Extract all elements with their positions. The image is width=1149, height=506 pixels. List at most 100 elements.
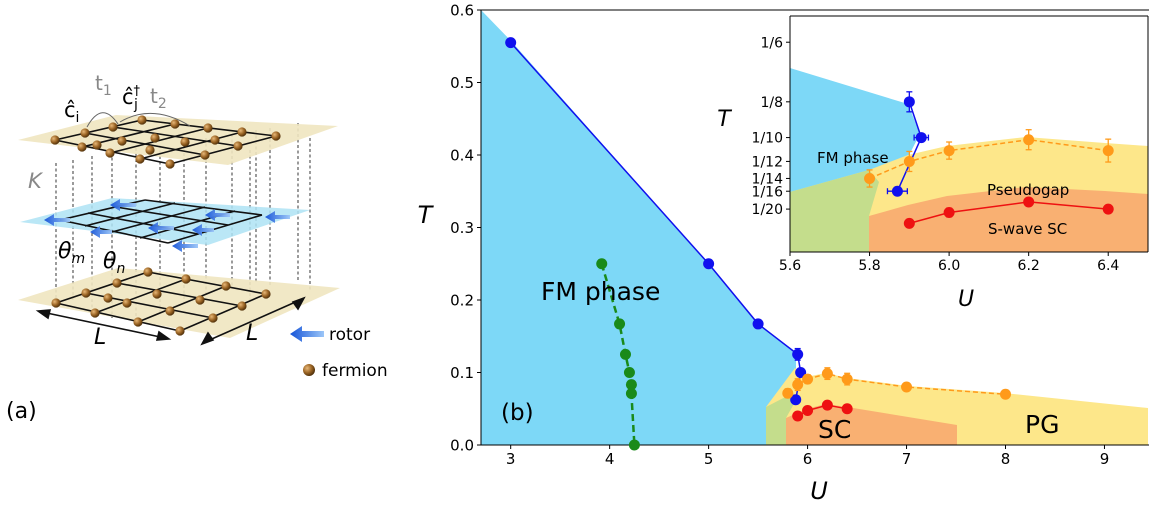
fermion-legend-label: fermion xyxy=(322,361,388,381)
main-y-axis-label: T xyxy=(418,201,435,229)
main-series-pseudogap-point xyxy=(901,381,913,393)
rotor-legend-icon xyxy=(290,326,324,342)
bottom-plane xyxy=(18,267,340,338)
main-fm-label: FM phase xyxy=(541,277,660,306)
inset-series-fm-point xyxy=(891,185,903,197)
main-series-pseudogap-point xyxy=(821,368,833,380)
L-label-left: L xyxy=(94,325,106,350)
sc-region xyxy=(786,404,957,445)
inset-y-tick-label: 1/8 xyxy=(760,95,783,111)
inset-x-tick-label: 5.8 xyxy=(858,258,880,274)
main-series-pseudogap-point xyxy=(782,387,794,399)
main-series-pseudogap-point xyxy=(792,379,804,391)
rotor-arrows xyxy=(44,199,290,252)
main-x-tick-label: 6 xyxy=(803,450,813,468)
inset-series-pseudogap-point xyxy=(943,145,955,157)
main-y-tick-label: 0.1 xyxy=(450,364,474,382)
rotor-plane xyxy=(20,198,310,252)
inset-y-tick-label: 1/14 xyxy=(752,171,784,187)
main-series-sc-point xyxy=(802,404,814,416)
main-y-tick-label: 0.3 xyxy=(450,219,474,237)
inset-overlap-region xyxy=(790,170,879,252)
main-series-green-point xyxy=(628,439,640,451)
main-y-tick-label: 0.6 xyxy=(450,1,474,19)
top-fermions xyxy=(50,115,281,169)
main-series-sc-point xyxy=(821,399,833,411)
main-x-tick-label: 5 xyxy=(704,450,714,468)
inset-pseudogap-label: Pseudogap xyxy=(987,181,1069,199)
inset-points xyxy=(864,91,1114,229)
inset-series-pseudogap-point xyxy=(1023,134,1035,146)
main-series-pseudogap-point xyxy=(1000,388,1012,400)
inset-y-tick-label: 1/16 xyxy=(752,184,784,200)
L-label-right: L xyxy=(246,321,258,346)
main-series-green-point xyxy=(619,348,631,360)
inset-sc-label: S-wave SC xyxy=(988,220,1067,238)
panel-a-tag: (a) xyxy=(6,399,37,424)
cj-operator: ĉ† j xyxy=(122,84,141,113)
main-x-axis-label: U xyxy=(810,477,828,505)
inset-y-tick-label: 1/20 xyxy=(752,202,783,218)
inset-x-axis-label: U xyxy=(958,287,974,312)
main-plot: 3 4 5 6 7 8 90.00.10.20.30.40.50.6UT FM phase … xyxy=(418,1,1149,505)
overlap-region xyxy=(766,393,796,445)
inset-series-fm-point xyxy=(915,132,927,144)
rotor-legend: rotor xyxy=(290,325,370,345)
main-pg-label: PG xyxy=(1025,410,1059,439)
main-axes: 3 4 5 6 7 8 9 0.0 0.1 0.2 0.3 0.4 0.5 0.6 U T xyxy=(418,1,1149,505)
main-x-tick-label: 8 xyxy=(1001,450,1011,468)
inset-series-pseudogap-point xyxy=(903,155,915,167)
main-x-tick-label: 7 xyxy=(902,450,912,468)
L-arrows xyxy=(35,296,306,346)
main-series-sc-line xyxy=(797,404,848,417)
inset-x-tick-label: 5.6 xyxy=(779,258,801,274)
main-y-tick-label: 0.4 xyxy=(450,146,474,164)
inset-series-sc-point xyxy=(903,217,915,229)
inset-series-sc-line xyxy=(909,201,1109,225)
main-x-tick-label: 9 xyxy=(1100,450,1110,468)
main-series-pseudogap-point xyxy=(841,373,853,385)
inset-x-tick-label: 6.2 xyxy=(1018,258,1040,274)
inset-y-tick-label: 1/12 xyxy=(752,154,783,170)
main-y-tick-label: 0.0 xyxy=(450,436,474,454)
main-series-green-point xyxy=(614,318,626,330)
inset-series-sc-point xyxy=(1023,196,1035,208)
ci-operator: ĉi xyxy=(64,98,79,126)
t1-label: t1 xyxy=(95,71,112,99)
rotor-legend-label: rotor xyxy=(329,325,370,345)
main-series-sc-point xyxy=(792,410,804,422)
inset-series-pseudogap-point xyxy=(1102,145,1114,157)
K-label: K xyxy=(28,169,44,193)
main-series-green-point xyxy=(625,379,637,391)
inset-fm-region xyxy=(790,68,920,192)
inset-series-fm-point xyxy=(903,96,915,108)
panel-b-tag: (b) xyxy=(501,400,534,426)
inset-plot: 5.6 5.8 6.0 6.2 6.4 1/6 1/8 1/10 1/121/141/16 1/2… xyxy=(717,15,1149,312)
main-y-tick-label: 0.2 xyxy=(450,291,474,309)
theta-m-label: θm xyxy=(58,239,85,267)
main-series-fm-point xyxy=(792,348,804,360)
inset-y-tick-label: 1/10 xyxy=(752,131,783,147)
main-series-fm-point xyxy=(505,37,517,49)
inset-series-pseudogap-point xyxy=(864,172,876,184)
inset-y-tick-label: 1/6 xyxy=(760,35,783,51)
inset-x-tick-label: 6.0 xyxy=(938,258,960,274)
theta-n-label: θn xyxy=(103,249,125,277)
inset-axes: 5.6 5.8 6.0 6.2 6.4 1/6 1/8 1/10 1/121/141/16 1/2… xyxy=(717,15,1149,312)
main-series-fm-point xyxy=(703,258,715,270)
fm-region xyxy=(481,10,796,445)
top-plane xyxy=(18,112,338,169)
main-series-green-point xyxy=(623,367,635,378)
lattice-diagram: ĉi t1 ĉ† j t2 K θm θn L L rotor fermion (… xyxy=(6,71,388,424)
main-series-pseudogap-point xyxy=(802,373,814,385)
main-x-tick-label: 3 xyxy=(506,450,516,468)
main-y-tick-label: 0.5 xyxy=(450,74,474,92)
bottom-fermions xyxy=(51,267,271,336)
fermion-legend-icon xyxy=(303,364,315,376)
main-series-green-point xyxy=(596,258,608,270)
fermion-legend: fermion xyxy=(303,361,388,381)
inset-series-sc-point xyxy=(943,207,955,219)
main-x-tick-label: 4 xyxy=(605,450,615,468)
inset-series-sc-point xyxy=(1102,203,1114,215)
